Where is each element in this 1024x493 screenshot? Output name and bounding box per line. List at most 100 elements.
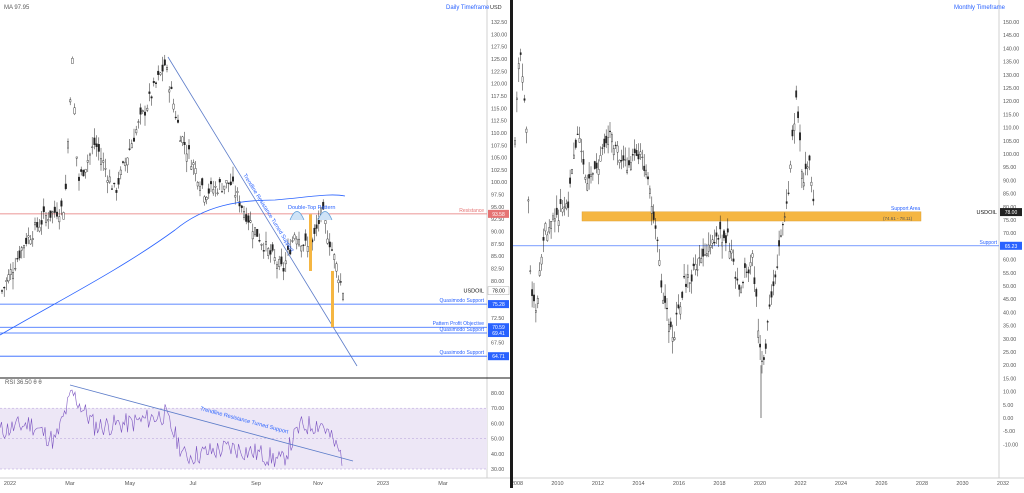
monthly-candle [603, 138, 606, 147]
daily-candles [1, 54, 345, 302]
daily-candle [267, 248, 270, 256]
resistance-price-tag [488, 209, 509, 218]
right-axis-tick: 95.00 [1003, 165, 1016, 171]
daily-candle [172, 103, 175, 110]
daily-candle [106, 180, 109, 183]
daily-candle [128, 148, 131, 150]
monthly-candle [548, 227, 551, 233]
daily-candle [88, 153, 91, 156]
monthly-candle [728, 251, 731, 259]
monthly-candle [555, 207, 558, 215]
daily-candle [247, 215, 250, 223]
daily-candle [253, 227, 256, 236]
monthly-candle [516, 97, 518, 100]
trendline [167, 56, 358, 367]
daily-candle [269, 250, 272, 255]
monthly-candle [681, 291, 684, 298]
right-axis-tick: 145.00 [1003, 33, 1019, 39]
left-x-tick: May [125, 481, 136, 487]
monthly-candle [753, 277, 756, 285]
quasimodo_3-price-text: 64.71 [492, 354, 505, 360]
monthly-candle [563, 206, 566, 208]
rsi-label: RSI 36.50 θ θ [5, 380, 42, 386]
monthly-candle [542, 237, 545, 241]
pattern-projection-bar [331, 270, 334, 328]
daily-candle [75, 156, 78, 159]
daily-candle [99, 158, 102, 165]
right-axis-tick: 55.00 [1003, 271, 1016, 277]
left-axis-tick: 127.50 [491, 45, 507, 51]
daily-candle [209, 181, 212, 185]
quasimodo_1-price-tag [488, 300, 509, 309]
daily-chart-panel[interactable]: MA 97.95 Daily Timeframe USD RSI 36.50 θ… [0, 0, 510, 488]
daily-candle [38, 226, 41, 232]
daily-candle [47, 219, 50, 222]
daily-candle [287, 245, 290, 250]
daily-candle [242, 211, 245, 218]
monthly-candle [793, 123, 796, 131]
daily-candle [238, 201, 241, 207]
monthly-candle [580, 150, 583, 153]
daily-chart-svg[interactable]: MA 97.95 Daily Timeframe USD RSI 36.50 θ… [0, 0, 510, 488]
daily-candle [196, 182, 199, 187]
daily-candle [192, 162, 195, 165]
monthly-candle [780, 235, 782, 237]
daily-candle [333, 254, 336, 260]
daily-candle [77, 176, 80, 181]
monthly-candle [677, 304, 680, 309]
right-axis-tick: 45.00 [1003, 297, 1016, 303]
right-x-tick: 2016 [673, 481, 685, 487]
left-axis-tick: 122.50 [491, 69, 507, 75]
rsi-pane: 80.0070.0060.0050.0040.0030.00Trendline … [0, 384, 504, 473]
monthly-candle [692, 263, 695, 267]
daily-candle [212, 189, 215, 194]
monthly-candle [517, 63, 520, 70]
left-axis-tick: 102.50 [491, 168, 507, 174]
daily-candle [342, 293, 345, 300]
daily-candle [86, 160, 89, 163]
daily-candle [207, 188, 210, 194]
right-x-tick: 2024 [835, 481, 847, 487]
monthly-candle [521, 76, 524, 83]
monthly-chart-panel[interactable]: Monthly Timeframe 150.00 145.00 140.00 135.… [511, 0, 1024, 488]
right-x-tick: 2022 [794, 481, 806, 487]
daily-candle [260, 244, 263, 246]
right-axis-tick: 0.00 [1003, 416, 1013, 422]
quasimodo_1-label: Quasimodo Support [440, 298, 485, 304]
monthly-candle [690, 274, 693, 282]
right-axis-tick: 30.00 [1003, 337, 1016, 343]
monthly-candle [715, 232, 718, 237]
monthly-candle [723, 230, 725, 239]
resistance-label: Resistance [459, 208, 484, 214]
monthly-candle [724, 235, 727, 244]
monthly-candle [683, 276, 685, 278]
daily-candle [315, 224, 318, 229]
daily-candle [322, 201, 325, 210]
daily-candle [220, 191, 223, 193]
daily-candle [335, 263, 338, 272]
daily-candle [326, 238, 329, 244]
monthly-candle [755, 289, 758, 297]
daily-candle [159, 72, 162, 75]
right-x-tick: 2030 [956, 481, 968, 487]
daily-candle [249, 220, 252, 223]
daily-candle [23, 245, 26, 249]
left-axis-tick: 80.00 [491, 279, 504, 285]
daily-candle [27, 235, 30, 238]
daily-candle [49, 210, 52, 218]
trendline-label: Trendline Resistance Turned Support [241, 173, 295, 254]
daily-candle [11, 272, 14, 280]
monthly-candle [565, 203, 568, 209]
daily-candle [185, 153, 188, 162]
monthly-candle [573, 154, 575, 159]
right-axis-tick: 15.00 [1003, 376, 1016, 382]
daily-candle [36, 222, 39, 228]
monthly-candle [717, 237, 720, 240]
monthly-candle [743, 263, 746, 268]
daily-candle [328, 241, 331, 248]
monthly-chart-svg[interactable]: Monthly Timeframe 150.00 145.00 140.00 135.… [511, 0, 1024, 488]
pattern_objective-price-tag [488, 323, 509, 332]
daily-candle [236, 191, 239, 193]
daily-candle [45, 215, 48, 223]
monthly-candle [776, 266, 779, 268]
